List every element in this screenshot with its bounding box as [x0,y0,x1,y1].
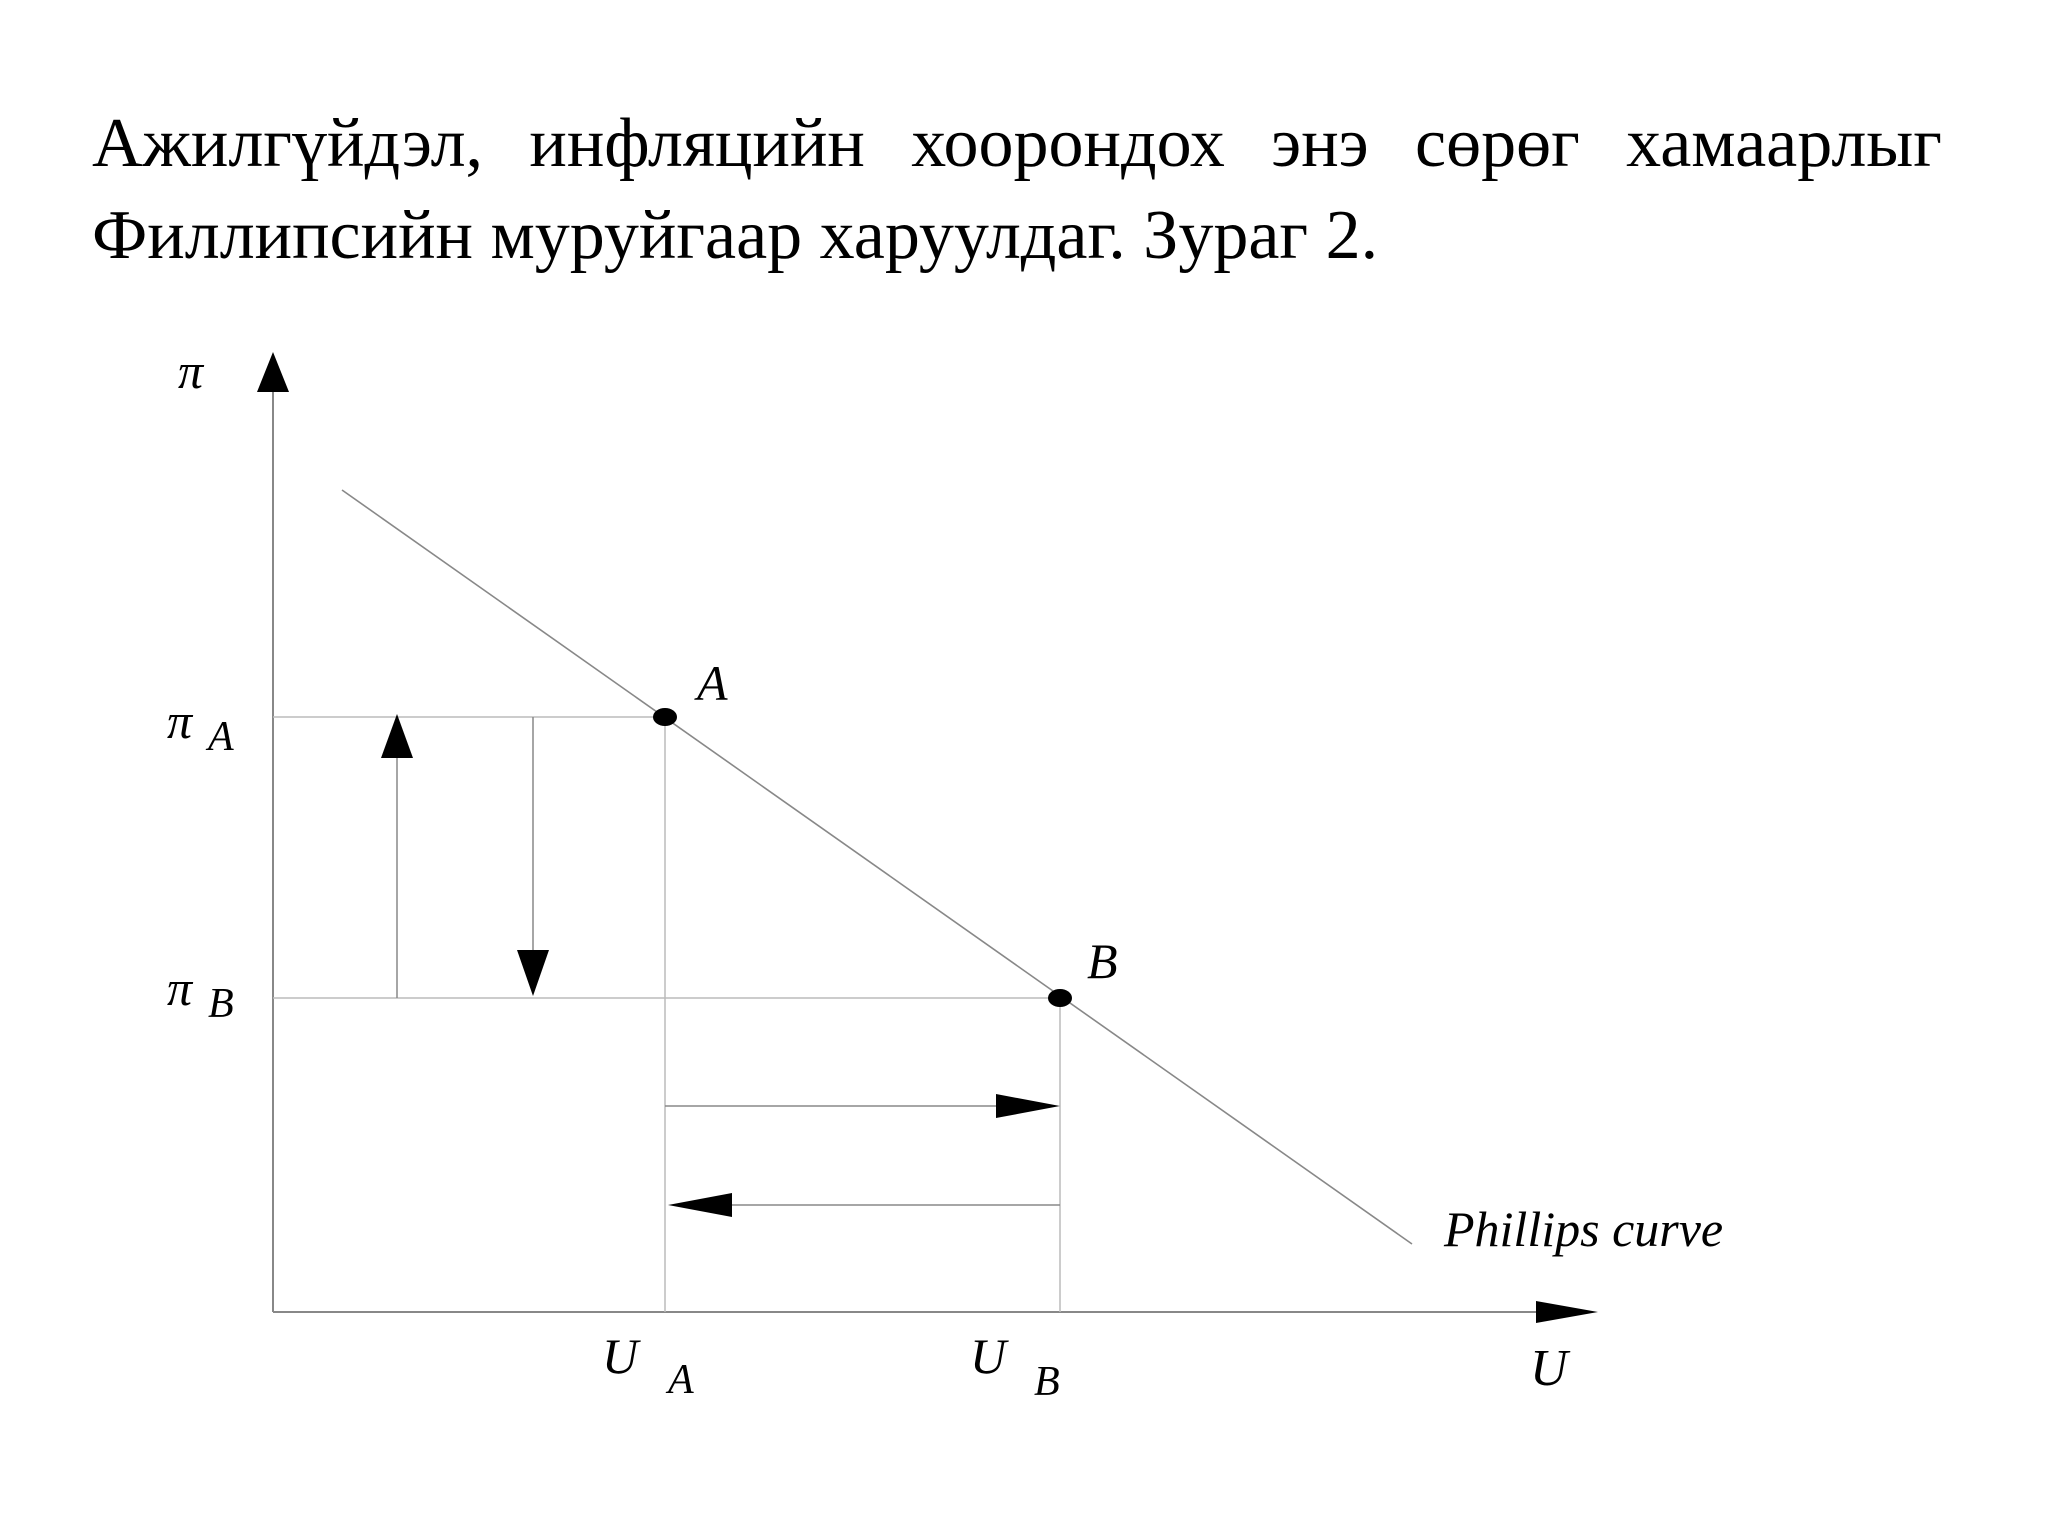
y-axis-arrowhead [257,352,289,392]
pi-a-symbol: π [167,693,194,749]
u-b-subscript: B [1034,1359,1060,1405]
up-arrow-head [381,714,413,758]
paragraph: Ажилгүйдэл, инфляцийн хоорондох энэ сөрө… [92,98,1942,282]
u-a-symbol: U [602,1328,641,1384]
u-b-symbol: U [970,1328,1009,1384]
point-a-label: A [694,655,728,711]
x-axis-arrowhead [1536,1301,1598,1323]
right-arrow-head [996,1094,1060,1118]
y-axis-label: π [178,343,205,399]
paragraph-line-1: Ажилгүйдэл, инфляцийн хоорондох энэ сөрө… [92,105,1942,182]
pi-b-subscript: B [208,981,234,1027]
paragraph-line-2: Филлипсийн муруйгаар харуулдаг. Зураг 2. [92,197,1379,274]
point-a [653,708,677,726]
point-b [1048,989,1072,1007]
phillips-curve-line [341,489,1413,1245]
u-a-subscript: A [665,1357,694,1403]
pi-a-subscript: A [205,714,234,760]
down-arrow-head [517,950,549,996]
x-axis-label: U [1530,1340,1571,1397]
left-arrow-head [668,1193,732,1217]
pi-b-symbol: π [167,960,194,1016]
curve-label: Phillips curve [1443,1201,1723,1257]
point-b-label: B [1087,933,1118,989]
